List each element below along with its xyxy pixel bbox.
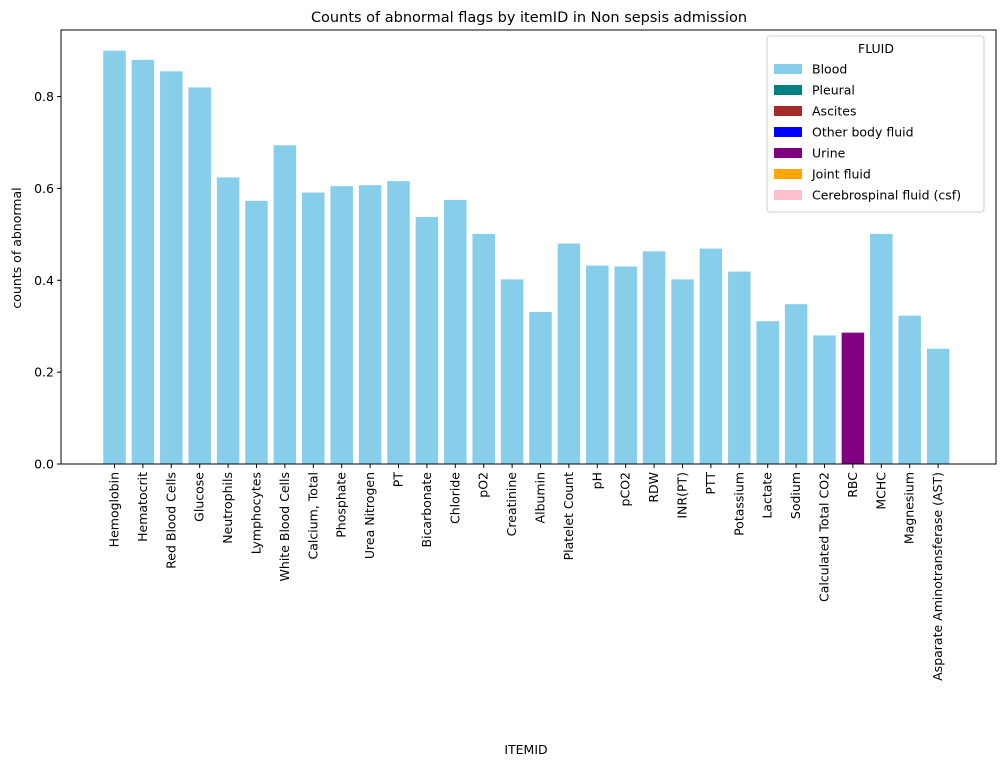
legend-swatch [774, 169, 802, 179]
legend-entry-label: Urine [812, 146, 846, 161]
legend-entry-label: Ascites [812, 104, 857, 119]
bar [415, 216, 439, 464]
legend-entry-label: Pleural [812, 83, 855, 98]
bar [216, 177, 240, 465]
x-tick-label: Calcium, Total [305, 472, 320, 559]
bar [784, 304, 808, 464]
bar [756, 321, 779, 464]
x-tick-label: pCO2 [618, 472, 633, 506]
bar [500, 279, 524, 464]
x-tick-label: Asparate Aminotransferase (AST) [930, 472, 945, 681]
x-tick-label: Albumin [533, 472, 548, 523]
legend: FLUID Blood Pleural Ascites Other body flui… [766, 35, 985, 213]
bar [330, 186, 353, 464]
y-tick-label: 0.8 [34, 89, 54, 104]
bar [671, 279, 694, 464]
bars-group [103, 50, 950, 465]
legend-swatch [774, 106, 802, 116]
bar [131, 59, 155, 464]
x-tick-label: Phosphate [334, 472, 349, 538]
legend-title: FLUID [858, 41, 894, 56]
legend-swatch [774, 85, 802, 95]
bar [302, 192, 325, 464]
legend-entry-label: Cerebrospinal fluid (csf) [812, 188, 961, 203]
y-axis-label: counts of abnormal [9, 187, 24, 308]
bar [898, 315, 921, 464]
legend-swatch [774, 190, 802, 200]
x-tick-label: PTT [703, 472, 718, 495]
bar [926, 348, 950, 464]
x-tick-label: Creatinine [504, 472, 519, 537]
x-tick-label: Lymphocytes [249, 472, 264, 554]
x-tick-label: PT [391, 472, 406, 488]
y-tick-label: 0.2 [34, 365, 54, 380]
x-tick-label: Chloride [447, 472, 462, 524]
bar [529, 311, 552, 464]
x-tick-label: pO2 [476, 472, 491, 498]
x-tick-label: Urea Nitrogen [362, 472, 377, 559]
legend-box [766, 35, 985, 213]
y-tick-label: 0.6 [34, 181, 54, 196]
y-tick-label: 0.4 [34, 273, 54, 288]
x-tick-label: Potassium [731, 472, 746, 536]
x-tick-label: Red Blood Cells [163, 472, 178, 569]
x-tick-label: Sodium [788, 472, 803, 519]
x-tick-label: Magnesium [902, 472, 917, 544]
bar [160, 71, 183, 464]
x-tick-label: INR(PT) [675, 472, 690, 519]
x-tick-label: Neutrophils [220, 472, 235, 544]
bar [387, 181, 410, 464]
bar [245, 200, 268, 464]
bar [642, 251, 666, 464]
legend-swatch [774, 148, 802, 158]
legend-entry-label: Other body fluid [812, 125, 914, 140]
x-axis-label: ITEMID [504, 742, 547, 757]
legend-swatch [774, 127, 802, 137]
x-tick-label: Lactate [760, 472, 775, 519]
x-tick-label: White Blood Cells [277, 472, 292, 581]
bar [557, 243, 581, 464]
x-tick-label: Hemoglobin [107, 472, 122, 547]
x-tick-label: pH [589, 472, 604, 489]
legend-entry-label: Blood [812, 62, 847, 77]
x-tick-label: Bicarbonate [419, 472, 434, 548]
x-axis: Hemoglobin Hematocrit Red Blood Cells Gluco… [107, 464, 945, 681]
x-tick-label: Glucose [192, 472, 207, 522]
y-axis: 0.0 0.2 0.4 0.6 0.8 [34, 89, 61, 472]
bar [188, 87, 211, 464]
plot-frame [60, 29, 997, 465]
bar [103, 50, 126, 465]
x-tick-label: RBC [845, 472, 860, 498]
x-tick-label: Platelet Count [561, 472, 576, 561]
bar [728, 271, 751, 464]
x-tick-label: Hematocrit [135, 472, 150, 542]
chart-title: Counts of abnormal flags by itemID in No… [311, 10, 747, 26]
bar [472, 233, 495, 464]
bar [273, 145, 297, 464]
bar [444, 199, 467, 464]
x-tick-label: MCHC [873, 472, 888, 510]
x-tick-label: RDW [646, 472, 661, 503]
bar [358, 185, 382, 465]
bar [699, 248, 723, 464]
bar [813, 335, 836, 464]
bar [841, 332, 865, 464]
legend-swatch [774, 64, 802, 74]
y-tick-label: 0.0 [34, 457, 54, 472]
bar [614, 266, 637, 464]
bar [586, 265, 609, 464]
x-tick-label: Calculated Total CO2 [817, 472, 832, 602]
bar [870, 233, 893, 464]
legend-entry-label: Joint fluid [811, 167, 871, 182]
